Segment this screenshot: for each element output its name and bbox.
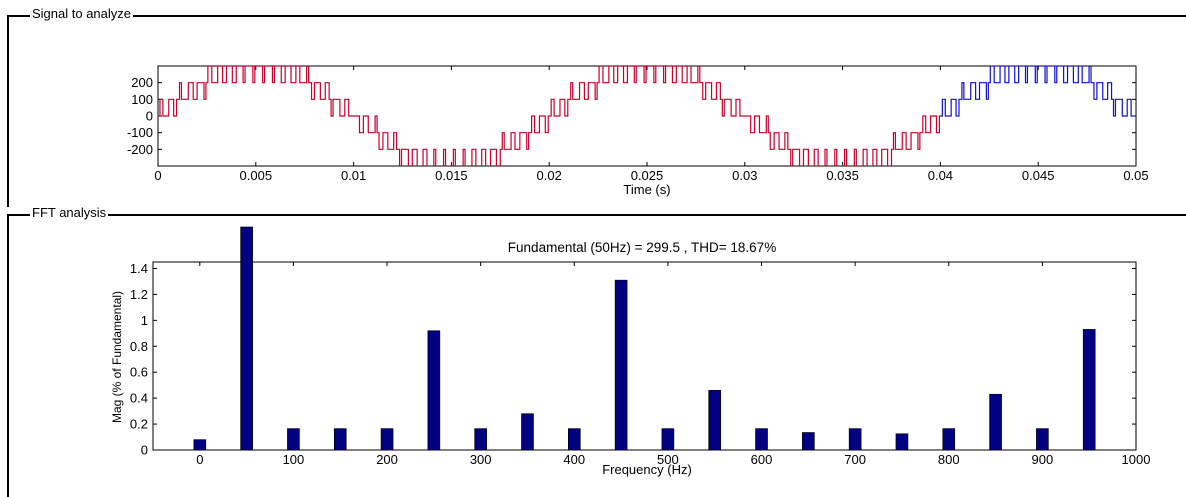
fft-panel (7, 214, 1186, 497)
signal-panel (7, 15, 1186, 207)
signal-panel-title: Signal to analyze (30, 6, 134, 21)
fft-panel-title: FFT analysis (30, 205, 109, 220)
